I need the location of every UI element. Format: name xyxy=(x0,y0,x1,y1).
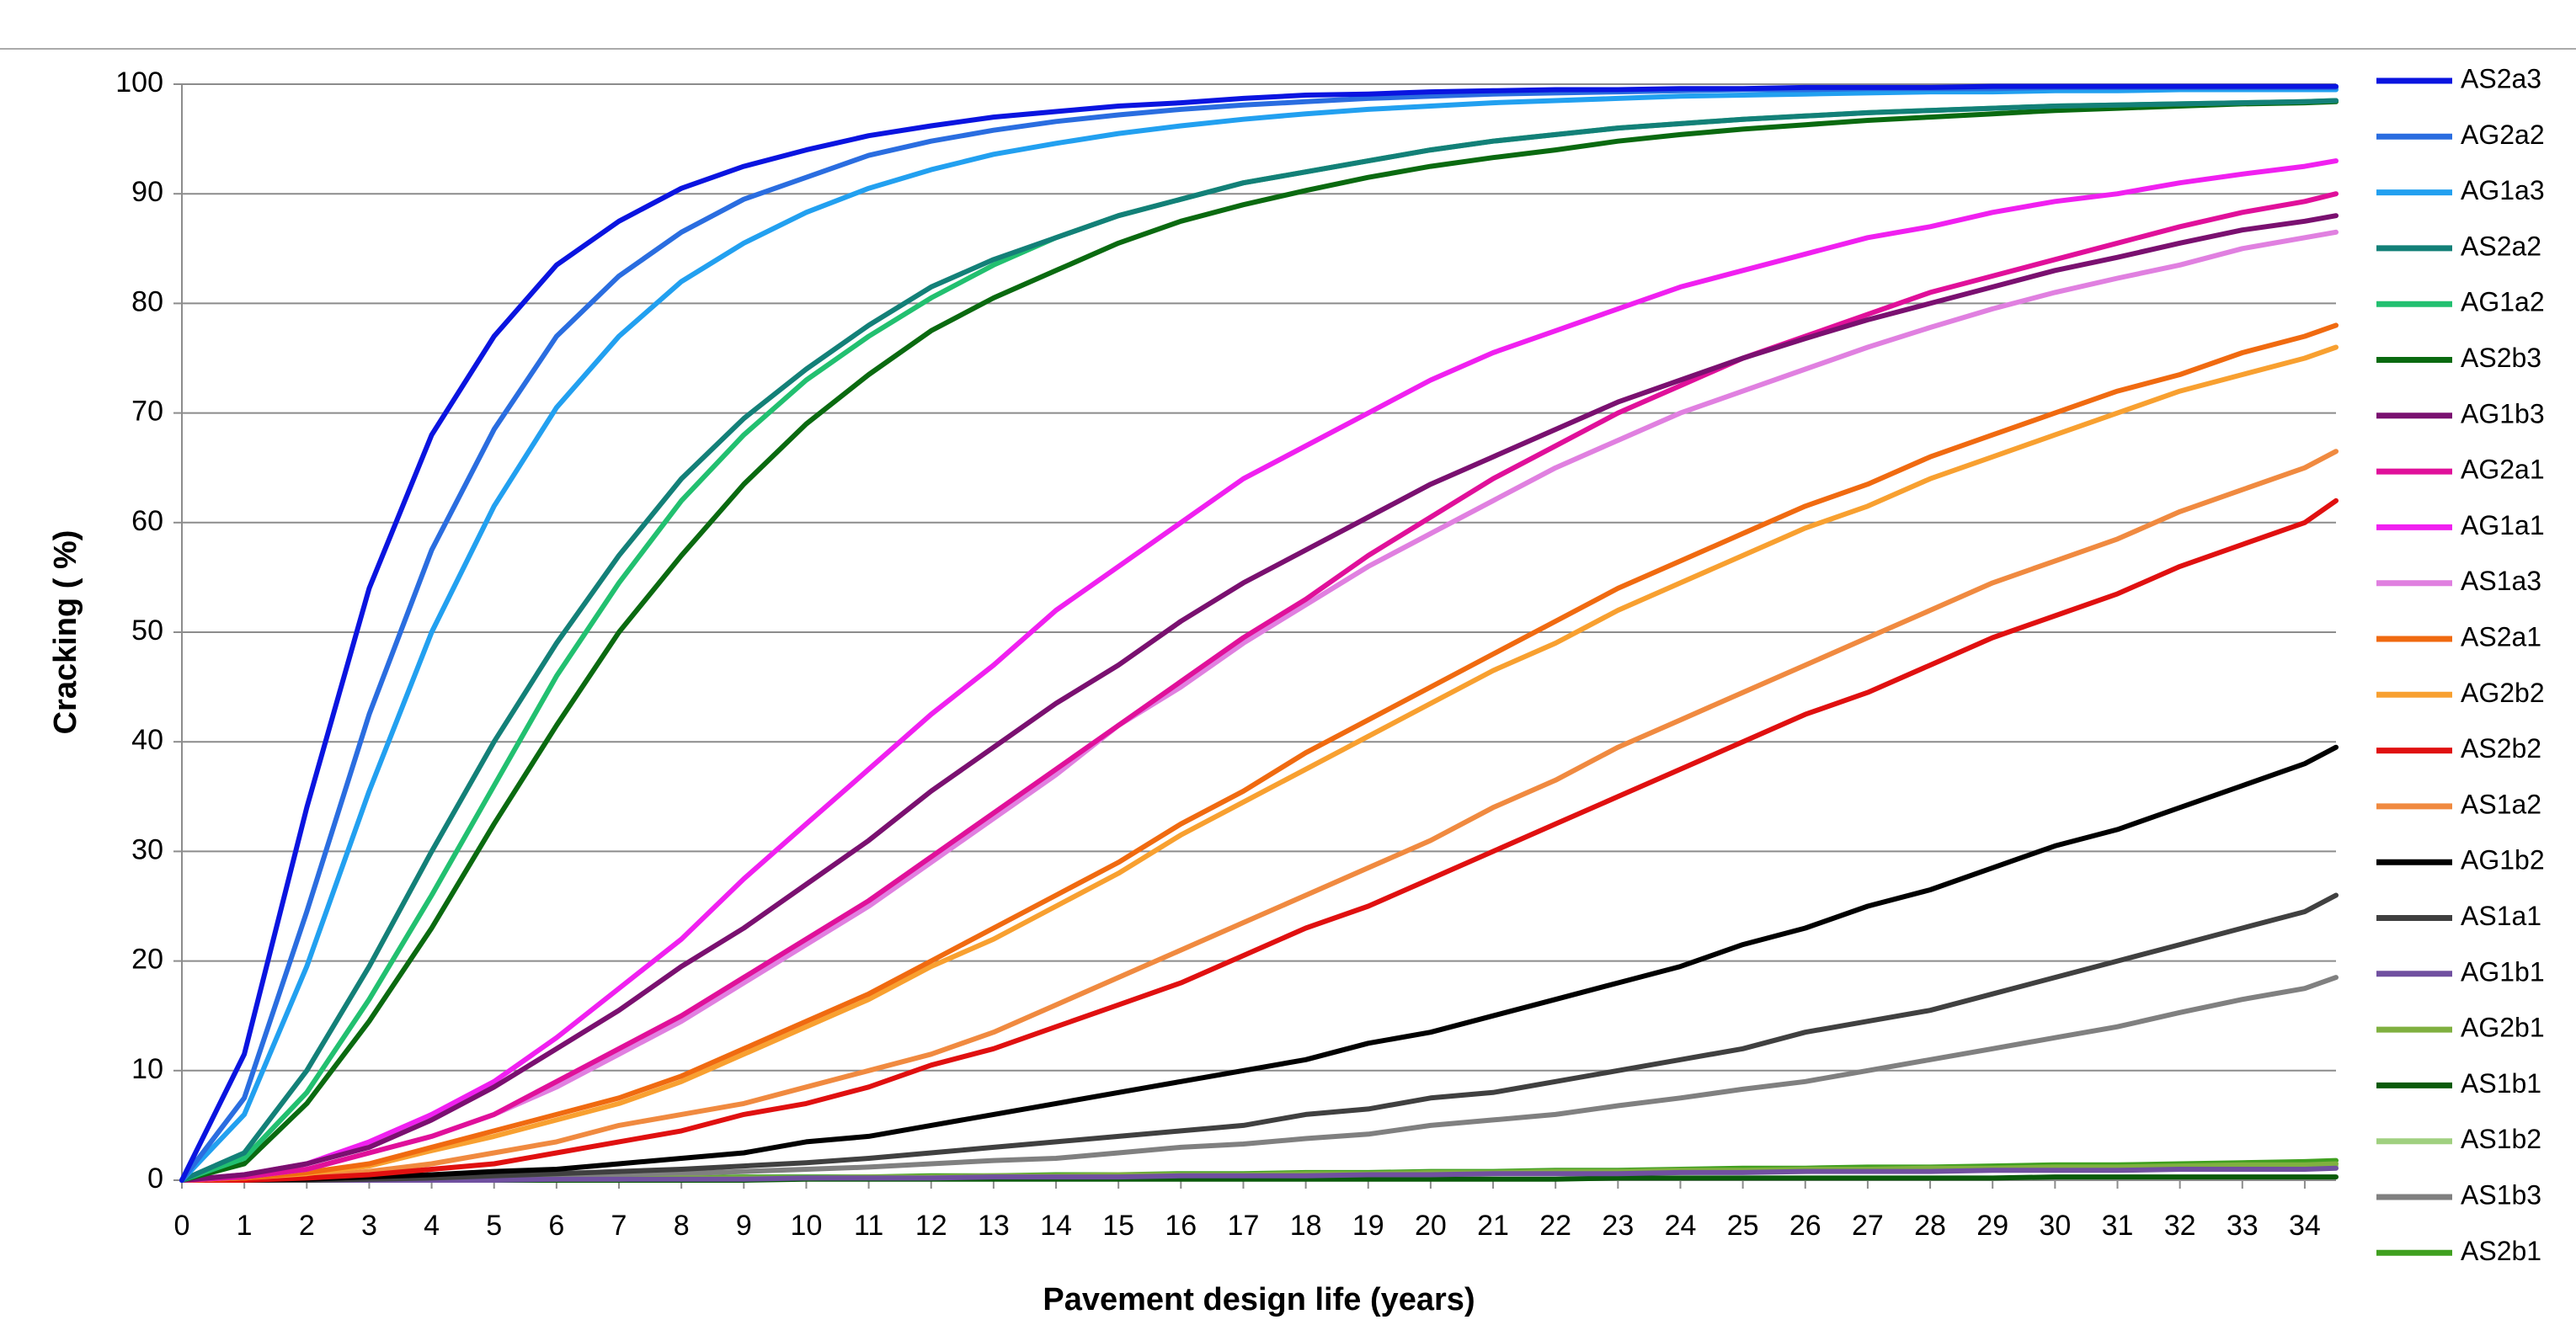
legend-text: AG2b1 xyxy=(2461,1013,2545,1043)
x-tick-label: 16 xyxy=(1165,1210,1197,1242)
legend-text: AS1b1 xyxy=(2461,1068,2541,1099)
x-tick-label: 24 xyxy=(1665,1210,1697,1242)
series-line xyxy=(179,191,2339,1183)
legend-text: AG1a3 xyxy=(2461,175,2545,205)
series-line xyxy=(179,892,2339,1183)
x-tick-label: 28 xyxy=(1914,1210,1946,1242)
series-line xyxy=(179,98,2339,1183)
x-tick-label: 5 xyxy=(486,1210,502,1242)
x-tick-label: 0 xyxy=(174,1210,190,1242)
x-tick-label: 25 xyxy=(1727,1210,1759,1242)
legend-text: AS1a1 xyxy=(2461,901,2541,931)
x-tick-label: 20 xyxy=(1415,1210,1447,1242)
x-tick-label: 10 xyxy=(791,1210,823,1242)
legend-text: AS1b2 xyxy=(2461,1124,2541,1154)
y-tick-label: 20 xyxy=(131,944,163,976)
x-axis-title: Pavement design life (years) xyxy=(1043,1282,1475,1317)
legend-text: AS2b2 xyxy=(2461,733,2541,764)
x-tick-label: 33 xyxy=(2227,1210,2259,1242)
legend-text: AS2a1 xyxy=(2461,621,2541,652)
y-tick-label: 100 xyxy=(115,67,163,98)
legend-text: AG2a1 xyxy=(2461,455,2545,485)
x-tick-label: 14 xyxy=(1040,1210,1072,1242)
legend-text: AG1a2 xyxy=(2461,287,2545,317)
series-line xyxy=(179,449,2339,1183)
legend-text: AG1b1 xyxy=(2461,956,2545,987)
x-tick-label: 31 xyxy=(2102,1210,2134,1242)
x-tick-label: 18 xyxy=(1290,1210,1322,1242)
x-tick-label: 8 xyxy=(674,1210,690,1242)
series-line xyxy=(179,229,2339,1183)
x-tick-label: 23 xyxy=(1602,1210,1634,1242)
x-tick-label: 26 xyxy=(1789,1210,1821,1242)
x-tick-label: 15 xyxy=(1102,1210,1134,1242)
legend-text: AG1a1 xyxy=(2461,510,2545,540)
x-tick-label: 34 xyxy=(2289,1210,2321,1242)
y-tick-label: 90 xyxy=(131,176,163,208)
series-line xyxy=(179,98,2339,1183)
series-line xyxy=(179,498,2339,1183)
y-tick-label: 60 xyxy=(131,505,163,537)
series-line xyxy=(179,213,2339,1183)
legend-text: AS1a2 xyxy=(2461,789,2541,819)
legend-text: AG1b2 xyxy=(2461,845,2545,875)
y-tick-label: 50 xyxy=(131,615,163,647)
y-tick-label: 30 xyxy=(131,833,163,865)
legend-text: AG2a2 xyxy=(2461,120,2545,150)
legend-text: AS1b3 xyxy=(2461,1179,2541,1210)
legend-text: AS2a2 xyxy=(2461,231,2541,261)
y-tick-label: 80 xyxy=(131,285,163,317)
series-line xyxy=(179,322,2339,1183)
x-tick-label: 30 xyxy=(2039,1210,2071,1242)
x-tick-label: 11 xyxy=(854,1210,883,1242)
series-line xyxy=(179,87,2339,1183)
legend-text: AS2b3 xyxy=(2461,343,2541,373)
legend-text: AG1b3 xyxy=(2461,398,2545,428)
x-tick-label: 1 xyxy=(237,1210,253,1242)
y-tick-label: 10 xyxy=(131,1053,163,1085)
x-tick-label: 4 xyxy=(424,1210,440,1242)
x-tick-label: 27 xyxy=(1852,1210,1884,1242)
series-line xyxy=(179,1165,2339,1183)
x-tick-label: 19 xyxy=(1352,1210,1384,1242)
y-tick-label: 40 xyxy=(131,724,163,756)
series-line xyxy=(179,744,2339,1183)
legend-text: AS2b1 xyxy=(2461,1236,2541,1266)
series-line xyxy=(179,344,2339,1183)
y-tick-label: 70 xyxy=(131,396,163,428)
x-tick-label: 7 xyxy=(611,1210,627,1242)
legend-text: AS1a3 xyxy=(2461,566,2541,596)
x-tick-label: 3 xyxy=(361,1210,377,1242)
y-axis-title: Cracking ( %) xyxy=(48,530,83,735)
y-tick-label: 0 xyxy=(147,1163,163,1195)
x-tick-label: 32 xyxy=(2164,1210,2196,1242)
series-line xyxy=(179,158,2339,1183)
x-tick-label: 29 xyxy=(1976,1210,2008,1242)
x-tick-label: 9 xyxy=(736,1210,752,1242)
series-line xyxy=(179,83,2339,1183)
x-tick-label: 21 xyxy=(1477,1210,1509,1242)
x-tick-label: 22 xyxy=(1539,1210,1571,1242)
x-tick-label: 13 xyxy=(978,1210,1010,1242)
series-line xyxy=(179,98,2339,1183)
x-tick-label: 2 xyxy=(299,1210,315,1242)
x-tick-label: 6 xyxy=(548,1210,564,1242)
legend-text: AS2a3 xyxy=(2461,63,2541,93)
legend-text: AG2b2 xyxy=(2461,678,2545,708)
x-tick-label: 12 xyxy=(915,1210,947,1242)
x-tick-label: 17 xyxy=(1228,1210,1260,1242)
